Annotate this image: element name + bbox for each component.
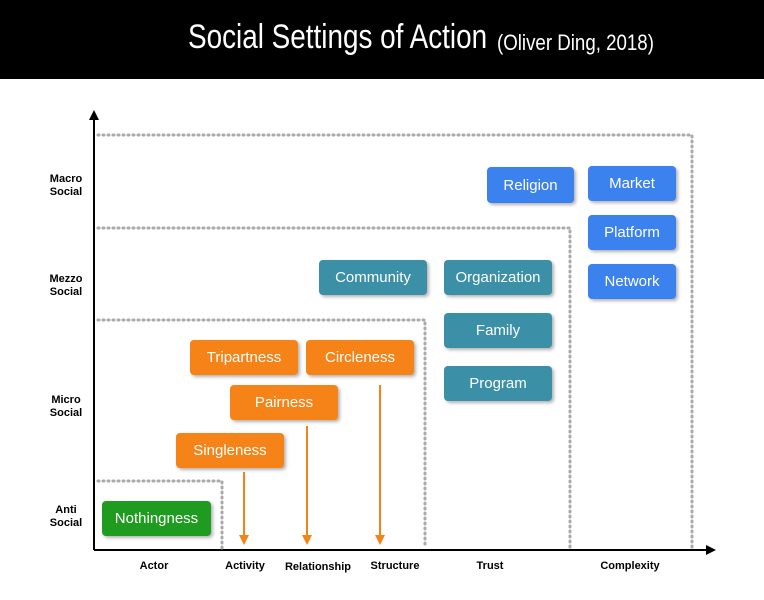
nothingness-box: Nothingness [102, 501, 211, 536]
y-label-macro-line2: Social [49, 186, 83, 198]
x-label-trust: Trust [476, 560, 504, 572]
y-label-macro: Macro Social [42, 173, 90, 199]
y-label-micro: Micro Social [42, 394, 90, 420]
religion-box: Religion [487, 167, 574, 203]
family-box: Family [444, 313, 552, 348]
x-label-activity: Activity [225, 560, 265, 572]
market-box: Market [588, 166, 676, 201]
pairness-box: Pairness [230, 385, 338, 420]
y-label-mezzo: Mezzo Social [42, 273, 90, 299]
y-label-micro-line2: Social [49, 407, 83, 419]
platform-box: Platform [588, 215, 676, 250]
diagram-title: Social Settings of Action [188, 18, 488, 56]
community-box: Community [319, 260, 427, 295]
diagram-subtitle: (Oliver Ding, 2018) [497, 30, 654, 55]
organization-box: Organization [444, 260, 552, 295]
x-label-relationship: Relationship [284, 561, 351, 573]
title-bar: Social Settings of Action (Oliver Ding, … [0, 0, 764, 79]
singleness-box: Singleness [176, 433, 284, 468]
y-label-mezzo-line1: Mezzo [49, 273, 83, 285]
y-label-macro-line1: Macro [49, 173, 83, 185]
mezzo-boundary [96, 226, 572, 550]
y-label-anti-line2: Social [49, 517, 83, 529]
y-label-micro-line1: Micro [51, 394, 81, 406]
x-label-actor: Actor [139, 560, 169, 572]
micro-boundary [96, 318, 427, 550]
x-label-structure: Structure [370, 560, 420, 572]
tripartness-box: Tripartness [190, 340, 298, 375]
circleness-box: Circleness [306, 340, 414, 375]
program-box: Program [444, 366, 552, 401]
y-label-mezzo-line2: Social [49, 286, 83, 298]
y-label-anti-line1: Anti [55, 504, 77, 516]
x-label-complexity: Complexity [600, 560, 660, 572]
y-label-anti: Anti Social [42, 504, 90, 530]
macro-boundary [96, 133, 694, 550]
network-box: Network [588, 264, 676, 299]
anti-boundary [96, 479, 224, 550]
